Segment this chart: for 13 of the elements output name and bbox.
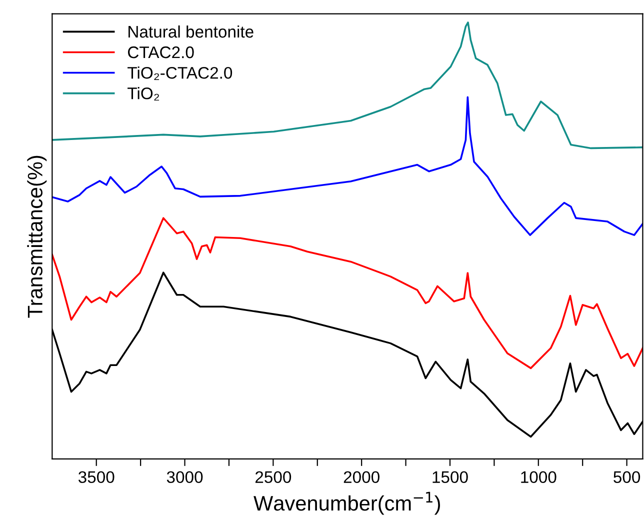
- legend-label: Natural bentonite: [128, 25, 254, 38]
- x-tick-label: 1000: [521, 471, 556, 484]
- x-tick-label: 2500: [255, 471, 292, 484]
- y-axis-title: Transmittance(%): [27, 156, 47, 318]
- x-tick-label: 3500: [78, 471, 114, 484]
- x-axis-title: Wavenumber(cm$^{−1}$): [254, 492, 440, 515]
- x-tick-label: 2000: [344, 471, 380, 484]
- x-tick-label: 1500: [432, 471, 468, 484]
- x-tick-label: 3000: [166, 471, 203, 484]
- legend-label: TiO₂-CTAC2.0: [128, 66, 232, 80]
- legend-label: TiO₂: [128, 87, 160, 101]
- legend-label: CTAC2.0: [128, 46, 194, 58]
- x-tick-label: 500: [614, 471, 640, 484]
